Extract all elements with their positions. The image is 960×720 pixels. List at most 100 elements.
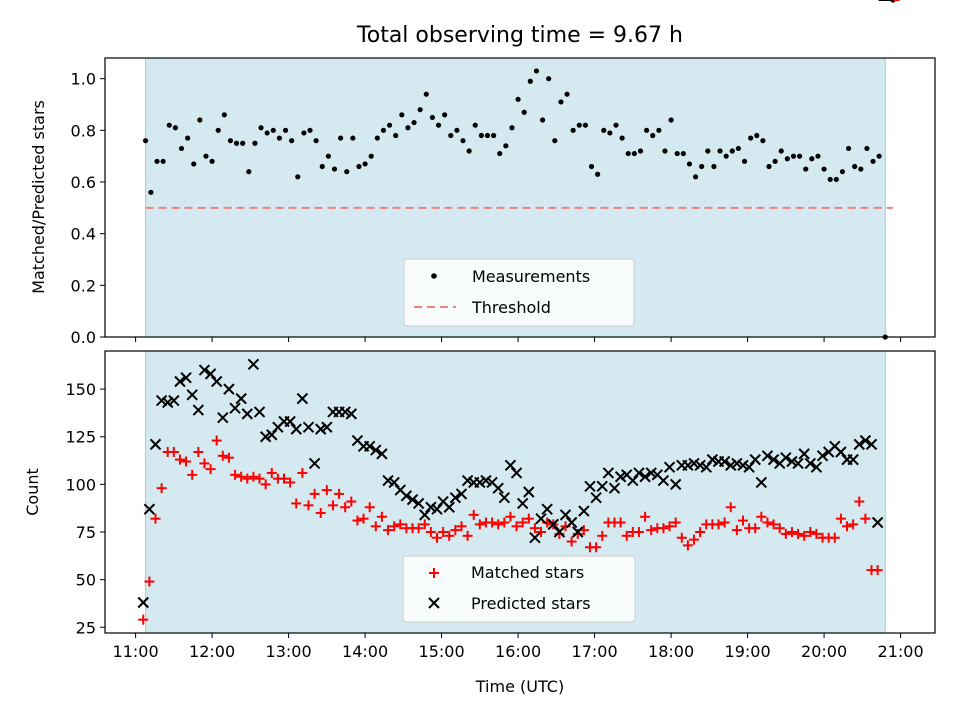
matched-star-point [291,498,302,509]
measurement-point [484,132,491,139]
measurement-point [741,158,748,164]
predicted-star-point [296,392,309,405]
predicted-star-point [419,509,431,521]
matched-star-point [297,467,308,478]
measurement-point [852,163,858,170]
measurement-point [252,140,258,146]
predicted-star-point [804,457,817,470]
predicted-star-point [504,459,517,472]
matched-star-point [358,513,369,524]
predicted-star-point [578,505,590,517]
predicted-star-point [370,444,382,456]
predicted-star-point [400,490,413,502]
measurement-point [784,156,790,162]
predicted-star-point [602,467,615,479]
predicted-star-point [363,440,376,452]
bottom-marks [137,0,900,625]
predicted-star-point [700,461,712,473]
y-tick-label: 0.2 [71,276,96,295]
matched-star-point [799,530,810,541]
predicted-star-point [443,501,455,513]
measurement-point [729,148,735,154]
measurement-point [393,132,399,139]
matched-star-point [432,532,442,543]
measurement-point [319,163,325,170]
matched-star-point [346,496,357,507]
predicted-star-point [204,368,217,380]
top-x-ticks [135,337,902,342]
matched-star-point [303,500,314,511]
measurement-point [240,140,246,146]
predicted-star-point [247,358,260,371]
measurement-point [637,148,644,154]
matched-star-point [621,530,632,541]
measurement-point [723,153,729,159]
y-tick-label: 0.6 [71,173,96,192]
measurement-point [760,138,766,144]
matched-star-point [517,517,528,528]
measurement-point [833,176,839,183]
matched-star-point [383,525,394,536]
measurement-point [686,161,693,167]
matched-star-point [425,527,436,538]
predicted-star-point [743,461,755,473]
matched-star-point [334,488,345,499]
matched-star-point [854,496,865,507]
matched-star-point [370,521,381,532]
measurement-point [711,163,717,170]
measurement-point [680,150,686,157]
measurement-point [154,158,160,164]
measurement-point [625,150,631,157]
predicted-star-point [284,415,296,428]
y-tick-label: 50 [76,571,96,590]
measurement-point [325,153,331,159]
matched-star-point [144,576,155,587]
measurement-point [282,127,289,133]
measurement-point [423,91,429,97]
bottom-x-ticks: 11:00 12:00 13:00 14:00 15:00 16:00 17:00 18:00… [113,633,924,661]
predicted-star-point [541,503,553,515]
measurement-point [338,135,344,141]
measurement-point [166,122,172,128]
measurement-point [466,148,472,154]
measurement-point [796,153,803,159]
matched-star-point [750,523,761,534]
matched-star-point [762,517,773,528]
predicted-star-point [137,596,149,609]
measurement-point [356,163,362,170]
y-tick-label: 125 [65,428,96,447]
predicted-star-point [241,408,253,420]
predicted-star-point [718,455,731,468]
measurement-point [362,161,368,167]
predicted-star-point [406,493,419,506]
y-tick-label: 100 [65,475,96,494]
measurement-point [821,166,827,172]
matched-star-point [279,473,290,484]
measurement-point [766,163,772,170]
matched-star-point [774,523,785,534]
legend-predicted-label: Predicted stars [471,594,591,613]
bottom-plot-frame [104,350,936,634]
matched-star-point [633,527,644,538]
measurement-point [539,117,546,123]
matched-star-point [230,469,241,480]
predicted-star-point [847,453,859,466]
matched-star-point [499,517,510,528]
legend-matched-marker [429,568,439,578]
matched-star-point [217,450,228,461]
predicted-star-point [217,411,229,424]
measurement-point [350,135,356,141]
measurement-point [692,174,699,180]
measurement-point [858,166,864,172]
predicted-star-point [663,461,676,473]
predicted-star-point [223,383,235,395]
measurement-point [809,156,815,162]
measurement-point [270,127,276,133]
measurement-point [289,138,295,144]
predicted-star-point [388,476,400,489]
matched-star-point [211,435,222,446]
measurement-point [368,153,374,159]
measurement-point [307,127,313,133]
matched-star-point [242,473,253,484]
bottom-x-axis-label: Time (UTC) [475,677,564,696]
